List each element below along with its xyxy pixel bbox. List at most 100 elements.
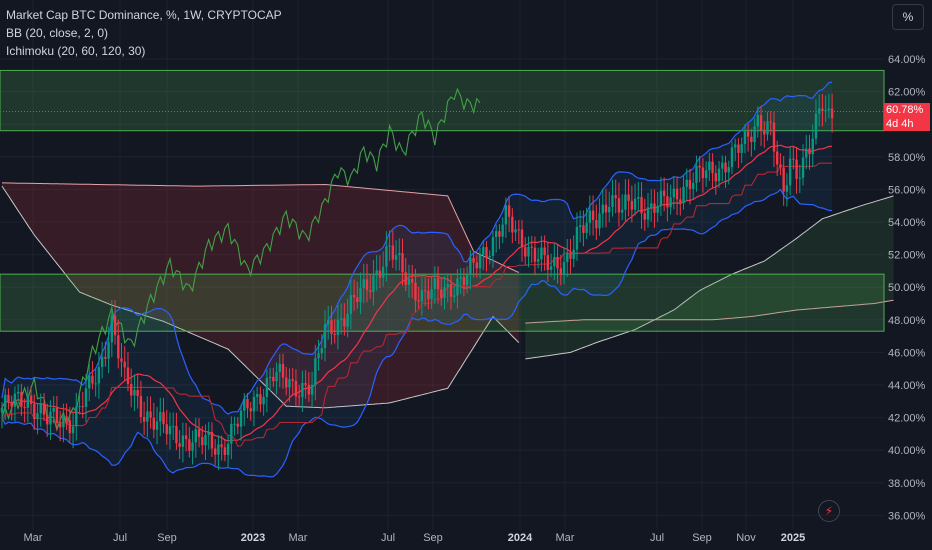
candle-body bbox=[488, 255, 491, 258]
x-tick-label: Sep bbox=[423, 532, 443, 544]
candle-body bbox=[327, 320, 330, 325]
candle-body bbox=[685, 179, 688, 187]
candle-body bbox=[265, 377, 269, 397]
candle-body bbox=[175, 426, 178, 444]
candle-body bbox=[201, 436, 204, 446]
candle-body bbox=[339, 318, 343, 320]
candle-body bbox=[369, 290, 372, 292]
candle-body bbox=[692, 183, 695, 189]
lagging-span bbox=[1, 87, 481, 432]
candle-body bbox=[71, 426, 75, 434]
candle-body bbox=[701, 167, 705, 179]
candle-body bbox=[656, 205, 659, 213]
time-axis[interactable]: Mar Jul Sep 2023 Mar Jul Sep 2024 Mar Jul Sep Nov 20… bbox=[24, 532, 806, 544]
candle-body bbox=[824, 110, 827, 112]
candle-body bbox=[717, 168, 721, 182]
candle-body bbox=[575, 226, 579, 250]
candle-body bbox=[233, 423, 236, 425]
candle-body bbox=[746, 131, 750, 137]
legend-main[interactable]: Market Cap BTC Dominance, %, 1W, CRYPTOC… bbox=[6, 8, 282, 22]
candle-body bbox=[333, 333, 336, 335]
candle-body bbox=[58, 423, 62, 428]
candle-body bbox=[94, 383, 97, 385]
candle-body bbox=[194, 429, 197, 443]
candle-body bbox=[220, 444, 223, 448]
last-price-label: 60.78% bbox=[884, 103, 930, 117]
candle-body bbox=[734, 144, 737, 148]
candle-body bbox=[792, 158, 795, 160]
bb-lower bbox=[1, 188, 833, 478]
candle-body bbox=[336, 319, 340, 335]
candle-body bbox=[223, 447, 227, 456]
candle-body bbox=[785, 185, 789, 192]
candle-body bbox=[556, 256, 559, 269]
candle-body bbox=[459, 277, 462, 279]
candle-body bbox=[110, 315, 114, 343]
legend-bb[interactable]: BB (20, close, 2, 0) bbox=[6, 26, 109, 40]
zone-1 bbox=[0, 273, 885, 332]
candle-body bbox=[801, 157, 805, 178]
candle-body bbox=[91, 375, 94, 384]
price-axis[interactable]: 64.00%62.00%60.00%58.00%56.00%54.00%52.0… bbox=[888, 54, 926, 522]
candle-body bbox=[352, 295, 356, 298]
candle-body bbox=[721, 162, 724, 169]
candle-body bbox=[501, 224, 504, 237]
candle-body bbox=[288, 379, 291, 388]
candle-body bbox=[42, 403, 46, 415]
candle-body bbox=[29, 395, 33, 404]
candle-body bbox=[181, 435, 185, 447]
candle-body bbox=[304, 382, 307, 385]
base-line bbox=[1, 162, 833, 447]
candle-body bbox=[278, 363, 281, 372]
y-tick-label: 56.00% bbox=[888, 184, 926, 196]
candle-body bbox=[585, 222, 588, 233]
candle-body bbox=[210, 432, 214, 449]
x-tick-label: 2023 bbox=[241, 532, 265, 544]
candle-body bbox=[349, 295, 353, 314]
candle-body bbox=[646, 207, 650, 220]
candle-body bbox=[536, 259, 540, 262]
candle-body bbox=[26, 395, 30, 408]
x-tick-label: Mar bbox=[289, 532, 308, 544]
percent-scale-button[interactable]: % bbox=[892, 4, 924, 30]
candle-body bbox=[779, 164, 782, 168]
candle-body bbox=[440, 289, 443, 299]
candle-body bbox=[317, 353, 320, 359]
candle-body bbox=[423, 290, 427, 292]
candles bbox=[0, 93, 834, 471]
candle-body bbox=[417, 300, 420, 302]
candle-body bbox=[788, 158, 792, 186]
candle-body bbox=[68, 420, 72, 434]
candle-body bbox=[462, 277, 466, 286]
candle-body bbox=[608, 207, 611, 213]
candle-body bbox=[650, 203, 653, 208]
candle-body bbox=[578, 225, 582, 227]
candle-body bbox=[307, 384, 311, 395]
candle-body bbox=[226, 443, 230, 456]
y-tick-label: 58.00% bbox=[888, 152, 926, 164]
x-tick-label: 2024 bbox=[508, 532, 533, 544]
candle-body bbox=[136, 389, 139, 397]
lightning-icon[interactable]: ⚡ bbox=[818, 500, 840, 522]
legend-ichimoku[interactable]: Ichimoku (20, 60, 120, 30) bbox=[6, 44, 146, 58]
x-tick-label: Sep bbox=[692, 532, 712, 544]
candle-body bbox=[782, 167, 785, 192]
cloud-senkou-far bbox=[525, 299, 894, 324]
candle-body bbox=[301, 382, 304, 397]
candle-body bbox=[401, 253, 404, 273]
candle-body bbox=[133, 389, 136, 396]
candle-body bbox=[630, 200, 634, 210]
candle-body bbox=[730, 147, 734, 168]
candle-body bbox=[637, 196, 640, 199]
highlight-zones bbox=[0, 69, 885, 332]
candle-body bbox=[453, 295, 456, 297]
y-tick-label: 44.00% bbox=[888, 380, 926, 392]
candle-body bbox=[756, 115, 760, 127]
candle-body bbox=[165, 424, 168, 435]
y-tick-label: 46.00% bbox=[888, 347, 926, 359]
candle-body bbox=[672, 188, 676, 198]
bb-basis bbox=[1, 144, 833, 442]
candle-body bbox=[582, 225, 585, 233]
x-tick-label: Jul bbox=[381, 532, 395, 544]
